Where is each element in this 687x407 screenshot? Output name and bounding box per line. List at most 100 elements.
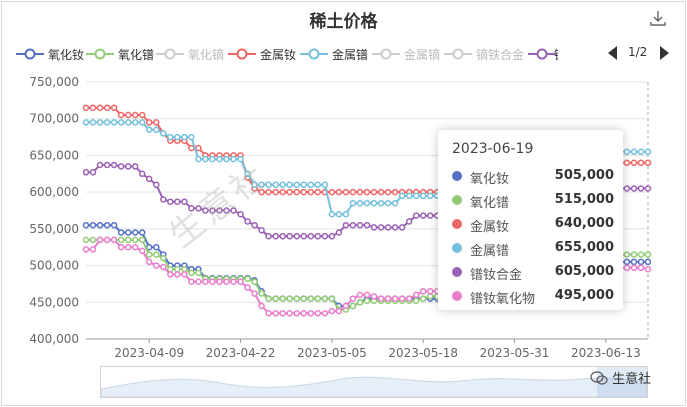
data-point <box>630 185 638 192</box>
data-point <box>307 295 315 302</box>
data-point <box>153 181 160 189</box>
data-point <box>131 163 139 170</box>
data-point <box>272 295 279 302</box>
data-point <box>251 290 258 297</box>
data-point <box>286 188 293 196</box>
legend-prev-page-button[interactable] <box>608 46 617 60</box>
data-point <box>328 232 336 240</box>
data-point <box>131 236 139 244</box>
data-point <box>96 104 104 111</box>
data-point <box>644 159 652 167</box>
data-point <box>637 159 645 167</box>
data-point <box>258 227 265 234</box>
tooltip-series-value: 655,000 <box>554 240 614 255</box>
data-point <box>426 293 434 300</box>
data-point <box>419 192 427 200</box>
data-point <box>195 269 202 277</box>
tooltip-series-value: 640,000 <box>554 216 614 231</box>
wechat-icon <box>590 371 608 385</box>
data-point <box>637 148 645 156</box>
data-point <box>195 144 202 152</box>
legend-label: 金属镨 <box>332 48 369 62</box>
data-point <box>82 236 90 244</box>
data-point <box>370 188 378 196</box>
data-point <box>623 159 631 167</box>
data-point <box>272 188 279 196</box>
data-point <box>342 221 350 229</box>
legend-label: 氧化钕 <box>48 48 85 62</box>
data-point <box>426 288 434 295</box>
data-point <box>286 310 293 317</box>
data-point <box>623 251 631 258</box>
data-point <box>195 205 202 212</box>
data-point <box>363 291 371 299</box>
data-point <box>398 192 406 200</box>
x-tick-label: 2023-05-31 <box>480 346 550 360</box>
data-point <box>89 236 97 244</box>
tooltip-series-name: 氧化镨 <box>470 196 510 211</box>
data-point <box>293 232 301 240</box>
data-point <box>384 295 392 302</box>
data-point <box>391 199 399 207</box>
data-point <box>384 224 392 231</box>
tooltip-series-name: 氧化钕 <box>470 172 510 187</box>
data-point <box>349 221 357 229</box>
data-point <box>89 221 97 229</box>
data-point <box>209 278 216 285</box>
datazoom-slider[interactable] <box>100 366 648 398</box>
data-point <box>138 229 146 236</box>
data-point <box>188 269 195 277</box>
data-point <box>145 175 153 183</box>
data-point <box>293 181 301 189</box>
data-point <box>644 251 652 258</box>
data-point <box>138 170 146 178</box>
data-point <box>237 210 244 218</box>
data-point <box>356 221 364 229</box>
legend-item[interactable]: 镨 <box>528 44 558 64</box>
legend-label: 镝铁合金 <box>476 48 525 62</box>
data-point <box>167 271 174 278</box>
data-point <box>307 310 315 317</box>
datazoom-selection[interactable] <box>597 367 647 397</box>
data-point <box>96 119 104 126</box>
legend-next-page-button[interactable] <box>660 46 669 60</box>
legend-line-circle-icon <box>16 48 44 60</box>
data-point <box>342 188 350 196</box>
legend-label: 镨 <box>554 46 558 63</box>
y-tick-label: 400,000 <box>29 332 79 346</box>
data-point <box>405 295 413 302</box>
data-point <box>188 144 195 152</box>
data-point <box>258 181 265 189</box>
tooltip-series-value: 605,000 <box>554 264 614 279</box>
data-point <box>230 278 237 285</box>
data-point <box>89 169 97 176</box>
data-point <box>286 295 293 302</box>
series-dot-icon <box>452 219 462 229</box>
data-point <box>117 243 125 251</box>
data-point <box>265 188 272 196</box>
data-point <box>202 155 209 163</box>
data-point <box>237 278 244 285</box>
download-icon[interactable] <box>650 10 666 26</box>
data-point <box>103 161 111 169</box>
data-point <box>349 302 357 310</box>
data-point <box>167 133 174 141</box>
data-point <box>335 188 343 196</box>
data-point <box>223 207 230 214</box>
data-point <box>103 104 111 111</box>
legend-page-indicator: 1/2 <box>628 45 648 59</box>
legend-line-circle-icon <box>372 48 400 60</box>
data-point <box>630 148 638 156</box>
data-point <box>314 295 322 302</box>
data-point <box>391 224 399 231</box>
data-point <box>335 229 343 236</box>
data-point <box>272 181 279 189</box>
data-point <box>321 232 329 240</box>
tooltip-series-name: 镨钕合金 <box>470 268 523 283</box>
data-point <box>188 278 195 285</box>
data-point <box>637 264 645 272</box>
tooltip: 2023-06-19 氧化钕 505,000 氧化镨 515,000 金属钕 6… <box>438 130 623 310</box>
data-point <box>153 251 160 258</box>
data-point <box>342 210 350 218</box>
data-point <box>117 163 125 170</box>
